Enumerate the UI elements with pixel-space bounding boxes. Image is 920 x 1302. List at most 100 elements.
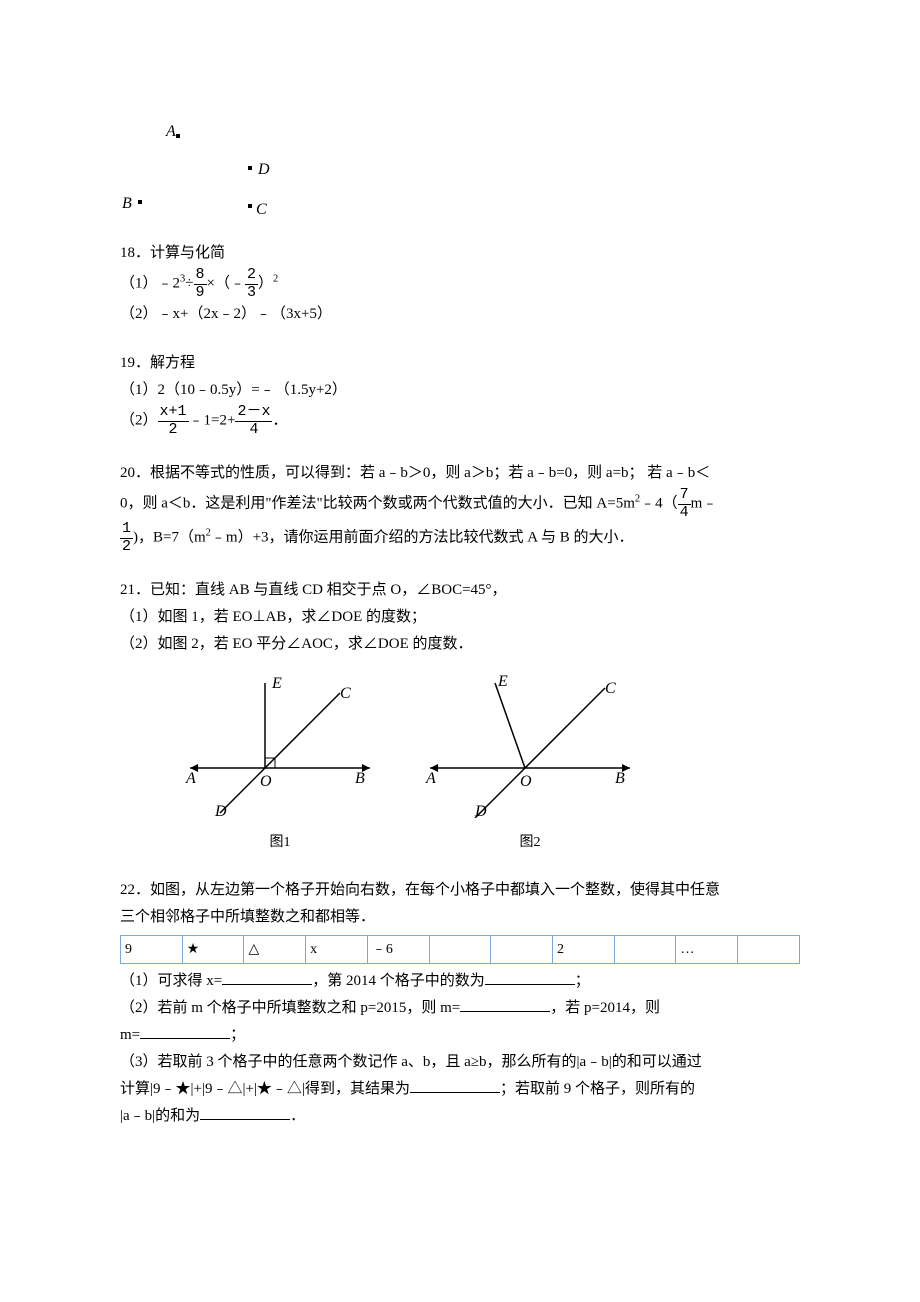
q22-p2-prefix: （2）若前 m 个格子中所填整数之和 p=2015，则 m= [120, 1000, 460, 1016]
q22-cell-0: 9 [121, 936, 183, 964]
q22-cell-2: △ [244, 936, 306, 964]
q20-line2: 0，则 a＜b．这是利用"作差法"比较两个数或两个代数式值的大小．已知 A=5m… [120, 487, 800, 521]
q20-l2-prefix: 0，则 a＜b．这是利用"作差法"比较两个数或两个代数式值的大小．已知 A=5m [120, 495, 635, 511]
pt-label-B: B [122, 190, 132, 219]
q22-cell-4: ﹣6 [367, 936, 429, 964]
q22-cell-6 [491, 936, 553, 964]
q18-frac1-num: 8 [194, 267, 207, 285]
q22-p2-blank1 [460, 996, 550, 1012]
q21-p1: （1）如图 1，若 EO⊥AB，求∠DOE 的度数； [120, 604, 800, 631]
fig2-O: O [520, 773, 532, 790]
q18-part1: （1）﹣23÷89×（﹣23）2 [120, 267, 800, 301]
q22-cell-5 [429, 936, 491, 964]
question-18: 18．计算与化简 （1）﹣23÷89×（﹣23）2 （2）﹣x+（2x﹣2）﹣（… [120, 240, 800, 328]
q18-p1-prefix: （1）﹣2 [120, 275, 180, 291]
q22-p1-blank1 [222, 969, 312, 985]
q18-frac2: 23 [245, 267, 258, 301]
q19-p2-mid: ﹣1=2+ [189, 412, 236, 428]
q21-p2: （2）如图 2，若 EO 平分∠AOC，求∠DOE 的度数． [120, 631, 800, 658]
fig2-B: B [615, 770, 625, 787]
q20-l2-mid: ﹣4（ [640, 495, 678, 511]
q20-frac2-den: 2 [120, 539, 133, 556]
q22-p2-blank2 [140, 1023, 230, 1039]
pt-label-C: C [256, 196, 267, 225]
page-content: A D B C 18．计算与化简 （1）﹣23÷89×（﹣23）2 （2）﹣x+… [0, 0, 920, 1192]
fig1-O: O [260, 773, 272, 790]
q19-frac1: x+12 [158, 404, 189, 438]
q21-title: 21．已知：直线 AB 与直线 CD 相交于点 O，∠BOC=45°， [120, 577, 800, 604]
pt-label-A: A [166, 118, 176, 147]
q18-title: 18．计算与化简 [120, 240, 800, 267]
q21-figure-1: E C A B O D 图1 [180, 668, 380, 855]
question-20: 20．根据不等式的性质，可以得到：若 a﹣b＞0，则 a＞b；若 a﹣b=0，则… [120, 460, 800, 555]
q21-figure-2: E C A B O D 图2 [420, 668, 640, 855]
q18-part2: （2）﹣x+（2x﹣2）﹣（3x+5） [120, 301, 800, 328]
q22-p2-l2: m=； [120, 1022, 800, 1049]
q19-frac1-num: x+1 [158, 404, 189, 422]
q22-p2-l2-prefix: m= [120, 1027, 140, 1043]
q19-part2: （2）x+12﹣1=2+2－x4． [120, 404, 800, 438]
q21-fig2-caption: 图2 [420, 830, 640, 855]
q18-frac2-den: 3 [245, 285, 258, 302]
q19-title: 19．解方程 [120, 350, 800, 377]
q22-grid-table: 9 ★ △ x ﹣6 2 … [120, 935, 800, 964]
fig2-E: E [497, 673, 508, 690]
pt-dot-A [176, 134, 180, 138]
q20-l2-suffix: m﹣ [691, 495, 718, 511]
q20-frac2-num: 1 [120, 521, 133, 539]
q22-grid-row: 9 ★ △ x ﹣6 2 … [121, 936, 800, 964]
q22-p3-l2-prefix: 计算|9﹣★|+|9﹣△|+|★﹣△|得到，其结果为 [120, 1081, 410, 1097]
q21-figures: E C A B O D 图1 E C A [180, 668, 800, 855]
pt-dot-D [248, 166, 252, 170]
q22-p1-prefix: （1）可求得 x= [120, 973, 222, 989]
q18-p1-suffix: ） [258, 275, 273, 291]
q22-p3-l3-suffix: ． [290, 1108, 305, 1124]
q22-cell-8 [614, 936, 676, 964]
question-21: 21．已知：直线 AB 与直线 CD 相交于点 O，∠BOC=45°， （1）如… [120, 577, 800, 855]
q21-fig2-svg: E C A B O D [420, 668, 640, 818]
q20-frac2: 12 [120, 521, 133, 555]
q22-cell-10 [738, 936, 800, 964]
q22-p3-blank2 [200, 1104, 290, 1120]
q22-p3-blank1 [410, 1077, 500, 1093]
q18-p1-exp2: 2 [273, 273, 278, 284]
q20-line3: 12)，B=7（m2﹣m）+3，请你运用前面介绍的方法比较代数式 A 与 B 的… [120, 521, 800, 555]
q21-fig1-caption: 图1 [180, 830, 380, 855]
q22-title: 22．如图，从左边第一个格子开始向右数，在每个小格子中都填入一个整数，使得其中任… [120, 877, 800, 904]
fig2-A: A [425, 770, 436, 787]
q22-cell-9: … [676, 936, 738, 964]
q22-p1-suffix: ； [575, 973, 590, 989]
q22-p3-l2: 计算|9﹣★|+|9﹣△|+|★﹣△|得到，其结果为 ；若取前 9 个格子，则所有… [120, 1076, 800, 1103]
fig1-B: B [355, 770, 365, 787]
points-diagram-q17: A D B C [120, 110, 300, 220]
q22-cell-7: 2 [553, 936, 615, 964]
q22-p3-l1: （3）若取前 3 个格子中的任意两个数记作 a、b，且 a≥b，那么所有的|a﹣… [120, 1049, 800, 1076]
q20-frac1-num: 7 [678, 487, 691, 505]
q19-p2-suffix: ． [272, 412, 287, 428]
q19-frac2: 2－x4 [235, 404, 272, 438]
q19-p2-prefix: （2） [120, 412, 158, 428]
q22-p2-mid: ，若 p=2014，则 [550, 1000, 660, 1016]
q22-cell-3: x [306, 936, 368, 964]
pt-label-D: D [258, 156, 270, 185]
q19-part1: （1）2（10﹣0.5y）=﹣（1.5y+2） [120, 377, 800, 404]
q20-l3-prefix: )，B=7（m [133, 529, 206, 545]
fig1-E: E [271, 675, 282, 692]
fig2-C: C [605, 680, 616, 697]
q22-p3-l3-prefix: |a﹣b|的和为 [120, 1108, 200, 1124]
q22-title2: 三个相邻格子中所填整数之和都相等． [120, 904, 800, 931]
q20-line1: 20．根据不等式的性质，可以得到：若 a﹣b＞0，则 a＞b；若 a﹣b=0，则… [120, 460, 800, 487]
fig2-D: D [474, 803, 487, 818]
q22-p3-l2-mid: ；若取前 9 个格子，则所有的 [500, 1081, 695, 1097]
q18-p1-mid1: ÷ [185, 275, 193, 291]
q22-p3-l3: |a﹣b|的和为 ． [120, 1103, 800, 1130]
fig1-C: C [340, 685, 351, 702]
question-22: 22．如图，从左边第一个格子开始向右数，在每个小格子中都填入一个整数，使得其中任… [120, 877, 800, 1130]
q18-p1-mid2: ×（﹣ [207, 275, 245, 291]
question-19: 19．解方程 （1）2（10﹣0.5y）=﹣（1.5y+2） （2）x+12﹣1… [120, 350, 800, 438]
q18-frac2-num: 2 [245, 267, 258, 285]
q19-frac2-den: 4 [235, 422, 272, 439]
q20-frac1-den: 4 [678, 505, 691, 522]
fig1-A: A [185, 770, 196, 787]
q20-frac1: 74 [678, 487, 691, 521]
